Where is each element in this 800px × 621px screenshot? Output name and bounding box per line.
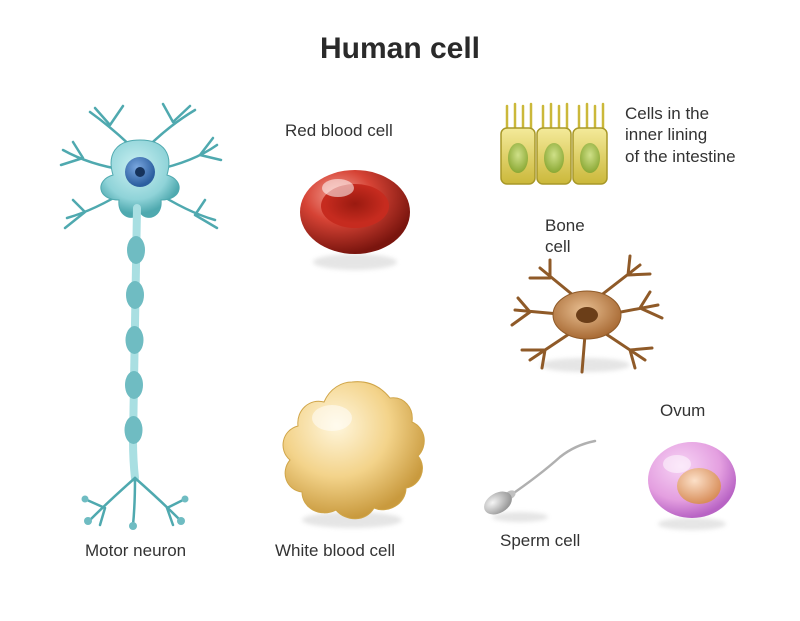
motor-neuron-label: Motor neuron [85,540,186,561]
sperm-cell-graphic [460,435,610,530]
bone-cell-label: Bone cell [545,215,585,258]
intestine-cells-label: Cells in the inner lining of the intesti… [625,103,736,167]
ovum-label: Ovum [660,400,705,421]
white-blood-cell-label: White blood cell [275,540,395,561]
motor-neuron-graphic [55,100,225,530]
white-blood-cell-graphic [270,370,435,535]
ovum-graphic [635,430,750,535]
intestine-cells-graphic [495,100,620,195]
bone-cell-graphic [500,250,670,380]
page-title: Human cell [320,32,480,66]
red-blood-cell-graphic [280,150,430,280]
red-blood-cell-label: Red blood cell [285,120,393,141]
sperm-cell-label: Sperm cell [500,530,580,551]
